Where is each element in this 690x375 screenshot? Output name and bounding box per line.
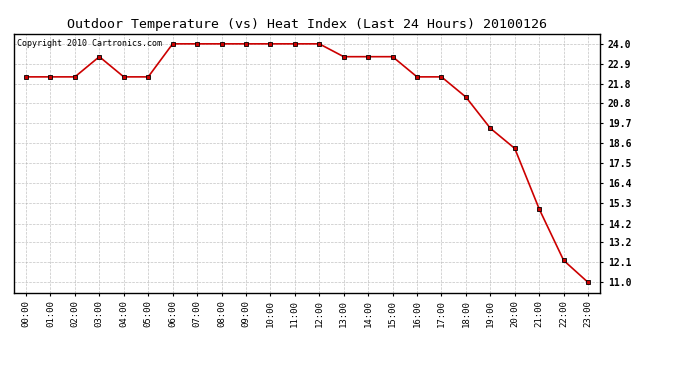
- Text: Copyright 2010 Cartronics.com: Copyright 2010 Cartronics.com: [17, 39, 161, 48]
- Title: Outdoor Temperature (vs) Heat Index (Last 24 Hours) 20100126: Outdoor Temperature (vs) Heat Index (Las…: [67, 18, 547, 31]
